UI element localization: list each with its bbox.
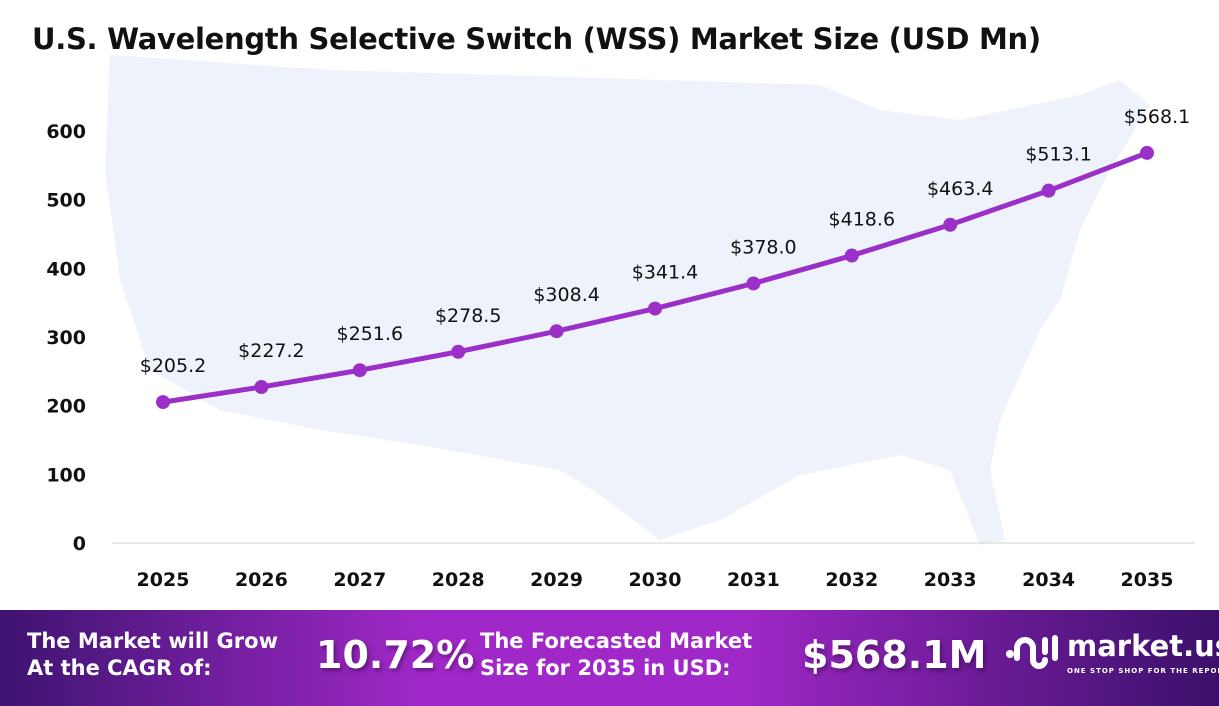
cagr-value: 10.72% [316, 633, 475, 677]
us-map-silhouette [105, 55, 1150, 545]
y-tick-label: 300 [46, 327, 86, 349]
y-tick-label: 0 [73, 533, 86, 555]
brand-name: market.us [1067, 629, 1219, 663]
data-point [451, 344, 466, 359]
brand-tagline: ONE STOP SHOP FOR THE REPORTS [1067, 667, 1219, 675]
data-point [943, 217, 958, 232]
data-point [156, 395, 170, 410]
data-point [648, 301, 662, 316]
data-point [1041, 183, 1056, 198]
data-point [844, 248, 859, 263]
data-label: $205.2 [140, 355, 206, 377]
x-tick-label: 2026 [235, 569, 288, 591]
footer-banner: The Market will Grow At the CAGR of: 10.… [0, 610, 1219, 706]
data-label: $463.4 [927, 178, 993, 200]
data-label: $308.4 [533, 284, 599, 306]
cagr-label-line1: The Market will Grow [27, 629, 278, 653]
market-us-logo-icon [1006, 635, 1058, 669]
chart-title: U.S. Wavelength Selective Switch (WSS) M… [32, 22, 1041, 56]
data-point [746, 276, 761, 291]
y-tick-label: 500 [46, 190, 86, 212]
x-tick-label: 2035 [1121, 569, 1174, 591]
data-label: $227.2 [238, 340, 304, 362]
cagr-label-line2: At the CAGR of: [27, 656, 212, 680]
x-tick-label: 2029 [530, 569, 583, 591]
forecast-label-line1: The Forecasted Market [480, 629, 753, 653]
x-tick-label: 2032 [825, 569, 878, 591]
data-point [254, 379, 269, 394]
data-label: $251.6 [337, 323, 403, 345]
x-tick-label: 2034 [1022, 569, 1075, 591]
y-tick-label: 600 [46, 121, 86, 143]
cagr-label: The Market will Grow At the CAGR of: [27, 628, 278, 682]
data-label: $568.1 [1124, 106, 1190, 128]
data-label: $513.1 [1025, 144, 1091, 166]
y-tick-label: 400 [46, 258, 86, 280]
forecast-label-line2: Size for 2035 in USD: [480, 656, 731, 680]
forecast-value: $568.1M [802, 633, 987, 677]
data-point [549, 324, 564, 339]
x-tick-label: 2028 [432, 569, 485, 591]
x-tick-label: 2031 [727, 569, 780, 591]
forecast-label: The Forecasted Market Size for 2035 in U… [480, 628, 752, 682]
data-label: $418.6 [829, 209, 895, 231]
data-point [1140, 145, 1154, 160]
data-label: $341.4 [632, 262, 698, 284]
y-tick-label: 200 [46, 396, 86, 418]
y-tick-label: 100 [46, 464, 86, 486]
line-chart: 0 100 200 300 400 500 600 2025 2026 2027 2028 2029… [46, 55, 1195, 591]
x-tick-label: 2030 [629, 569, 682, 591]
data-label: $278.5 [435, 305, 501, 327]
x-tick-label: 2025 [137, 569, 190, 591]
x-tick-label: 2033 [924, 569, 977, 591]
data-label: $378.0 [730, 236, 796, 258]
data-point [352, 363, 367, 378]
x-tick-label: 2027 [333, 569, 386, 591]
